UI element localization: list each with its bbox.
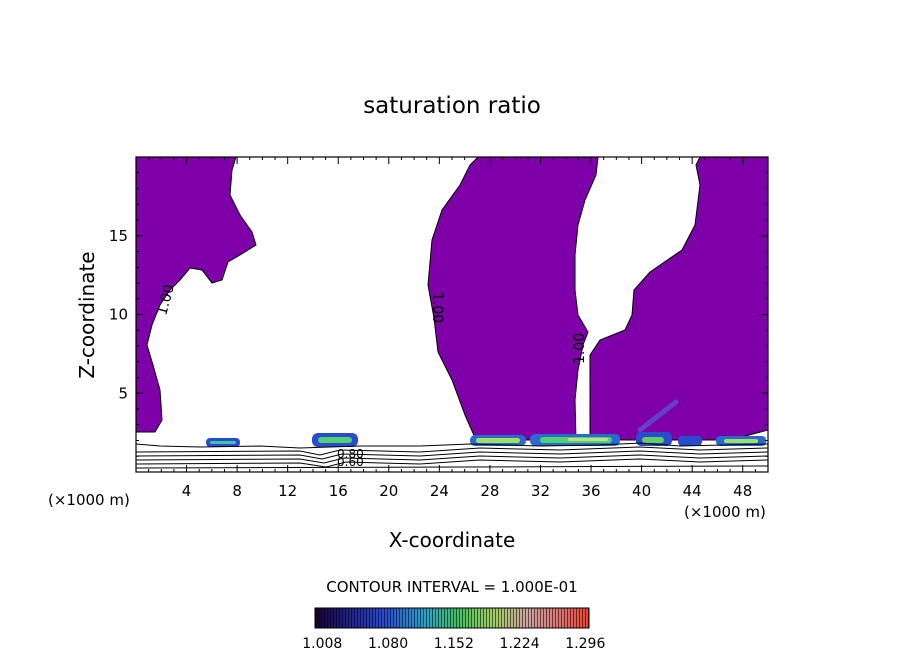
y-tick-label: 10	[109, 306, 128, 324]
colorbar-tick-label: 1.224	[500, 636, 540, 652]
colorbar	[314, 607, 590, 629]
y-axis: 5 10 15	[109, 172, 768, 457]
colorbar-tick-label: 1.008	[302, 636, 342, 652]
x-tick-label: 40	[632, 482, 651, 500]
saturation-region-right	[589, 157, 768, 441]
x-unit-left: (×1000 m)	[48, 491, 130, 509]
surface-contours	[136, 442, 768, 469]
x-tick-label: 32	[531, 482, 550, 500]
x-tick-label: 4	[182, 482, 192, 500]
x-tick-label: 48	[733, 482, 752, 500]
contour-label: 1.00	[572, 333, 588, 364]
x-tick-label: 36	[581, 482, 600, 500]
contour-label: 1.00	[429, 292, 445, 323]
contour-label: 0.60	[337, 455, 364, 469]
y-tick-label: 5	[118, 384, 128, 402]
colorbar-tick-label: 1.296	[565, 636, 605, 652]
x-tick-label: 24	[430, 482, 449, 500]
y-tick-label: 15	[109, 227, 128, 245]
saturation-region-center	[427, 157, 599, 441]
plot-area: 1.00 1.00 1.00 0.80 0.60	[136, 157, 768, 472]
contour-label: 1.00	[154, 283, 178, 317]
contour-label: 0.80	[337, 447, 364, 461]
colorbar-tick-label: 1.152	[434, 636, 474, 652]
y-axis-title: Z-coordinate	[75, 251, 99, 378]
x-tick-label: 44	[683, 482, 702, 500]
x-unit-right: (×1000 m)	[684, 503, 766, 521]
saturation-region-left	[136, 157, 257, 433]
contour-interval: CONTOUR INTERVAL = 1.000E-01	[326, 578, 577, 596]
colorbar-ticks: 1.008 1.080 1.152 1.224 1.296	[302, 636, 605, 652]
x-axis-title: X-coordinate	[389, 528, 516, 552]
cloud-bands	[206, 399, 766, 447]
colorbar-tick-label: 1.080	[368, 636, 408, 652]
x-tick-label: 12	[278, 482, 297, 500]
x-tick-label: 20	[379, 482, 398, 500]
x-tick-label: 8	[232, 482, 242, 500]
x-axis: 4 8 12 16 20 24 28 32 36 40 44 48	[148, 157, 756, 500]
chart-title: saturation ratio	[363, 93, 541, 119]
x-tick-label: 28	[480, 482, 499, 500]
x-tick-label: 16	[329, 482, 348, 500]
